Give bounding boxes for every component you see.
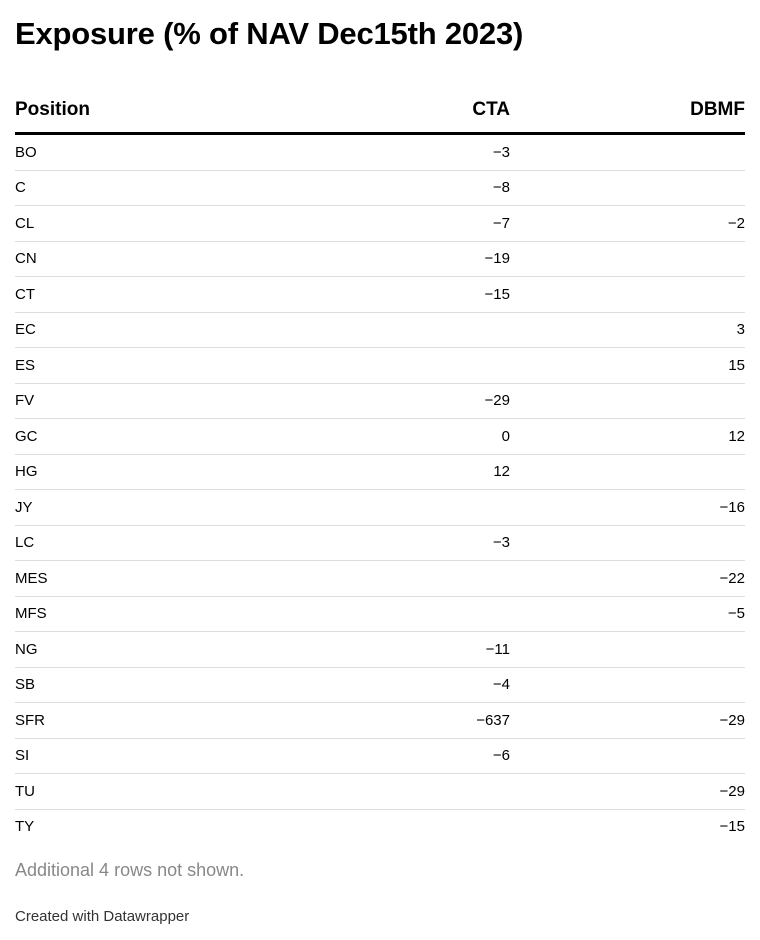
cell-cta — [330, 489, 510, 526]
cell-dbmf — [510, 667, 745, 703]
table-row: MES −22 — [15, 560, 745, 597]
table-body: BO −3 C −8 CL −7 −2 CN −19 CT −15 EC 3 ES 15 FV −29 GC 0 12… — [15, 133, 745, 845]
table-row: SFR −637 −29 — [15, 702, 745, 739]
cell-cta — [330, 560, 510, 597]
table-row: EC 3 — [15, 312, 745, 348]
data-table: Position CTA DBMF BO −3 C −8 CL −7 −2 CN −19 CT −1… — [15, 94, 745, 844]
table-row: NG −11 — [15, 631, 745, 668]
cell-cta: −3 — [330, 525, 510, 561]
cell-position: MES — [15, 560, 330, 597]
cell-dbmf — [510, 738, 745, 774]
table-row: SB −4 — [15, 667, 745, 703]
table-row: LC −3 — [15, 525, 745, 561]
cell-dbmf: 15 — [510, 347, 745, 384]
cell-cta — [330, 312, 510, 348]
cell-dbmf — [510, 631, 745, 668]
cell-cta: −19 — [330, 241, 510, 277]
table-row: FV −29 — [15, 383, 745, 419]
cell-dbmf: −29 — [510, 773, 745, 810]
cell-position: SI — [15, 738, 330, 774]
cell-position: FV — [15, 383, 330, 419]
cell-position: C — [15, 170, 330, 206]
cell-dbmf: −22 — [510, 560, 745, 597]
cell-position: TU — [15, 773, 330, 810]
cell-cta — [330, 773, 510, 810]
cell-position: SB — [15, 667, 330, 703]
footer-credit: Created with Datawrapper — [15, 908, 190, 925]
cell-dbmf — [510, 133, 745, 171]
cell-dbmf — [510, 170, 745, 206]
chart-container: Exposure (% of NAV Dec15th 2023) Positio… — [15, 0, 745, 927]
table-row: C −8 — [15, 170, 745, 206]
cell-cta: 12 — [330, 454, 510, 490]
table-row: HG 12 — [15, 454, 745, 490]
table-row: TU −29 — [15, 773, 745, 810]
cell-position: GC — [15, 418, 330, 455]
table-row: BO −3 — [15, 133, 745, 171]
table-row: CN −19 — [15, 241, 745, 277]
cell-cta — [330, 809, 510, 844]
table-row: CT −15 — [15, 276, 745, 313]
cell-cta: −637 — [330, 702, 510, 739]
column-header-dbmf[interactable]: DBMF — [510, 94, 745, 135]
cell-dbmf — [510, 241, 745, 277]
table-row: ES 15 — [15, 347, 745, 384]
cell-dbmf: −15 — [719, 818, 745, 836]
table-row: MFS −5 — [15, 596, 745, 632]
cell-position: LC — [15, 525, 330, 561]
cell-cta: −29 — [330, 383, 510, 419]
cell-dbmf: 3 — [510, 312, 745, 348]
cell-position: TY — [15, 818, 35, 836]
cell-position: CT — [15, 276, 330, 313]
table-row: GC 0 12 — [15, 418, 745, 455]
cell-position: BO — [15, 133, 330, 171]
cell-cta: −7 — [330, 205, 510, 242]
cell-dbmf: −5 — [510, 596, 745, 632]
cell-position: CL — [15, 205, 330, 242]
table-row: JY −16 — [15, 489, 745, 526]
cell-position: JY — [15, 489, 330, 526]
cell-cta: −8 — [330, 170, 510, 206]
cell-position: EC — [15, 312, 330, 348]
table-row: TY −15 — [15, 809, 745, 844]
column-header-position[interactable]: Position — [15, 94, 330, 135]
header-row: Position CTA DBMF — [15, 94, 745, 135]
cell-dbmf: 12 — [510, 418, 745, 455]
cell-position: HG — [15, 454, 330, 490]
cell-cta: −6 — [330, 738, 510, 774]
cell-dbmf — [510, 276, 745, 313]
cell-cta: −3 — [330, 133, 510, 171]
cell-cta — [330, 347, 510, 384]
cell-dbmf — [510, 454, 745, 490]
chart-title: Exposure (% of NAV Dec15th 2023) — [15, 16, 524, 51]
cell-dbmf — [510, 525, 745, 561]
cell-dbmf: −16 — [510, 489, 745, 526]
table-header: Position CTA DBMF — [15, 94, 745, 135]
cell-dbmf: −29 — [510, 702, 745, 739]
table-row: SI −6 — [15, 738, 745, 774]
cell-position: CN — [15, 241, 330, 277]
rows-not-shown-note: Additional 4 rows not shown. — [15, 860, 245, 880]
cell-cta: −11 — [330, 631, 510, 668]
cell-cta: −15 — [330, 276, 510, 313]
cell-dbmf: −2 — [510, 205, 745, 242]
cell-dbmf — [510, 383, 745, 419]
cell-cta — [330, 596, 510, 632]
cell-cta: −4 — [330, 667, 510, 703]
cell-position: NG — [15, 631, 330, 668]
cell-cta: 0 — [330, 418, 510, 455]
table-row: CL −7 −2 — [15, 205, 745, 242]
cell-position: SFR — [15, 702, 330, 739]
column-header-cta[interactable]: CTA — [330, 94, 510, 135]
cell-position: MFS — [15, 596, 330, 632]
cell-position: ES — [15, 347, 330, 384]
